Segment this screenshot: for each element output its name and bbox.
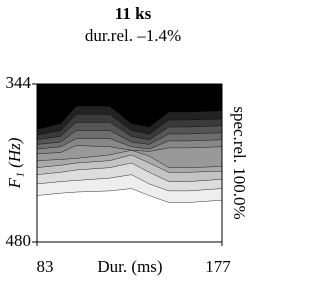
x-tick-label: 177	[205, 257, 231, 276]
chart-subtitle: dur.rel. –1.4%	[85, 26, 181, 45]
x-axis-label: Dur. (ms)	[97, 257, 162, 276]
y-tick-label: 344	[6, 73, 32, 92]
x-tick-label: 83	[37, 257, 54, 276]
chart: 11 ks dur.rel. –1.4% Dur. (ms) F₁ (Hz) s…	[0, 0, 251, 283]
y-axis-label: F₁ (Hz)	[5, 137, 24, 189]
right-label: spec.rel. 100.0%	[230, 106, 249, 219]
y-tick-label: 480	[6, 231, 32, 250]
chart-title: 11 ks	[115, 4, 152, 23]
